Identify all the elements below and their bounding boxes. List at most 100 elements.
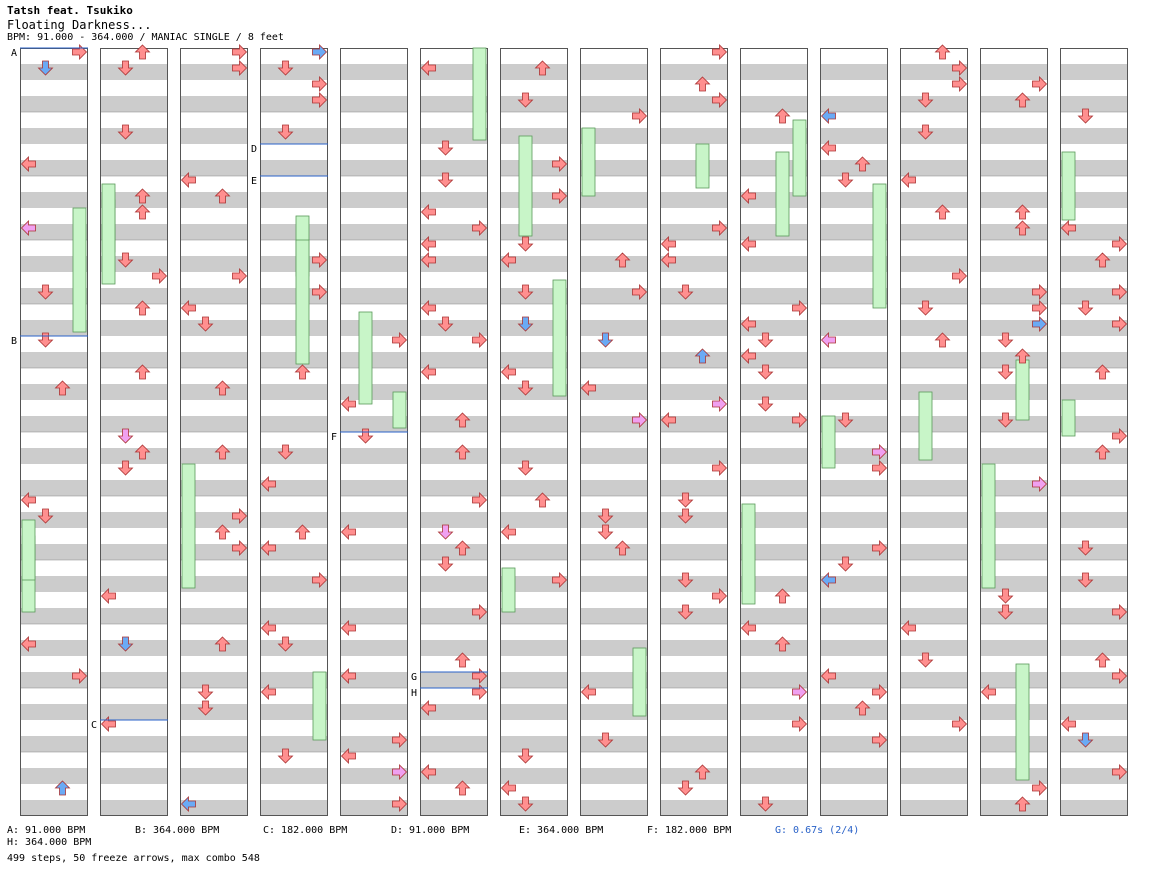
step-arrow xyxy=(517,284,534,300)
beat-band xyxy=(420,736,488,752)
beat-band xyxy=(260,112,328,128)
beat-band xyxy=(260,736,328,752)
beat-band xyxy=(500,624,568,640)
beat-band xyxy=(340,48,408,64)
step-arrow xyxy=(117,124,134,140)
beat-band xyxy=(500,432,568,448)
step-arrow xyxy=(420,764,436,780)
beat-band xyxy=(660,560,728,576)
step-arrow xyxy=(214,636,231,652)
beat-band xyxy=(740,352,808,368)
beat-band xyxy=(580,576,648,592)
beat-band xyxy=(100,704,168,720)
beat-band xyxy=(500,688,568,704)
step-arrow xyxy=(774,108,791,124)
step-arrow xyxy=(837,172,854,188)
beat-band xyxy=(980,768,1048,784)
beat-band xyxy=(1060,560,1128,576)
beat-band xyxy=(660,720,728,736)
beat-band xyxy=(660,224,728,240)
chart-column-5 xyxy=(340,48,408,816)
beat-band xyxy=(660,336,728,352)
beat-band xyxy=(1060,192,1128,208)
beat-band xyxy=(260,416,328,432)
step-arrow xyxy=(294,364,311,380)
beat-band xyxy=(1060,576,1128,592)
beat-band xyxy=(20,304,88,320)
beat-band xyxy=(340,480,408,496)
beat-band xyxy=(580,528,648,544)
beat-band xyxy=(900,576,968,592)
step-arrow xyxy=(517,748,534,764)
beat-band xyxy=(740,736,808,752)
beat-band xyxy=(420,544,488,560)
step-arrow xyxy=(952,76,968,92)
beat-band xyxy=(20,416,88,432)
beat-band xyxy=(820,608,888,624)
beat-band xyxy=(900,400,968,416)
beat-band xyxy=(660,464,728,480)
beat-band xyxy=(660,704,728,720)
beat-band xyxy=(900,496,968,512)
step-arrow xyxy=(1112,316,1128,332)
beat-band xyxy=(340,640,408,656)
step-arrow xyxy=(437,172,454,188)
beat-band xyxy=(500,224,568,240)
beat-band xyxy=(100,688,168,704)
step-arrow xyxy=(917,92,934,108)
step-arrow xyxy=(597,508,614,524)
beat-band xyxy=(580,144,648,160)
step-arrow xyxy=(694,76,711,92)
step-arrow xyxy=(437,316,454,332)
step-arrow xyxy=(712,220,728,236)
beat-band xyxy=(1060,448,1128,464)
beat-band xyxy=(420,288,488,304)
beat-band xyxy=(420,272,488,288)
beat-band xyxy=(100,208,168,224)
step-arrow xyxy=(1014,796,1031,812)
step-arrow xyxy=(552,188,568,204)
beat-band xyxy=(1060,400,1128,416)
beat-band xyxy=(580,304,648,320)
beat-band xyxy=(660,288,728,304)
beat-band xyxy=(740,528,808,544)
beat-band xyxy=(100,672,168,688)
beat-band xyxy=(820,800,888,816)
bpm-change-f: F: 182.000 BPM xyxy=(647,825,732,836)
beat-band xyxy=(900,624,968,640)
step-arrow xyxy=(712,460,728,476)
step-arrow xyxy=(197,316,214,332)
beat-band xyxy=(260,688,328,704)
step-arrow xyxy=(1032,476,1048,492)
beat-band xyxy=(180,192,248,208)
step-arrow xyxy=(312,44,328,60)
beat-band xyxy=(660,768,728,784)
beat-band xyxy=(580,640,648,656)
step-arrow xyxy=(54,780,71,796)
step-arrow xyxy=(694,348,711,364)
chart-column-13 xyxy=(980,48,1048,816)
column-border xyxy=(660,48,728,816)
bpm-change-c: C: 182.000 BPM xyxy=(263,825,348,836)
beat-band xyxy=(20,768,88,784)
beat-band xyxy=(580,800,648,816)
beat-band xyxy=(580,464,648,480)
beat-band xyxy=(500,128,568,144)
beat-band xyxy=(660,96,728,112)
beat-band xyxy=(20,432,88,448)
beat-band xyxy=(420,720,488,736)
beat-band xyxy=(980,704,1048,720)
bpm-marker-label-a: A xyxy=(11,48,17,59)
column-border xyxy=(820,48,888,816)
step-arrow xyxy=(260,476,276,492)
beat-band xyxy=(500,464,568,480)
freeze-arrow xyxy=(792,119,807,197)
beat-band xyxy=(420,368,488,384)
step-arrow xyxy=(597,332,614,348)
step-arrow xyxy=(214,524,231,540)
beat-band xyxy=(900,448,968,464)
beat-band xyxy=(100,448,168,464)
step-arrow xyxy=(420,252,436,268)
beat-band xyxy=(1060,496,1128,512)
step-arrow xyxy=(277,636,294,652)
